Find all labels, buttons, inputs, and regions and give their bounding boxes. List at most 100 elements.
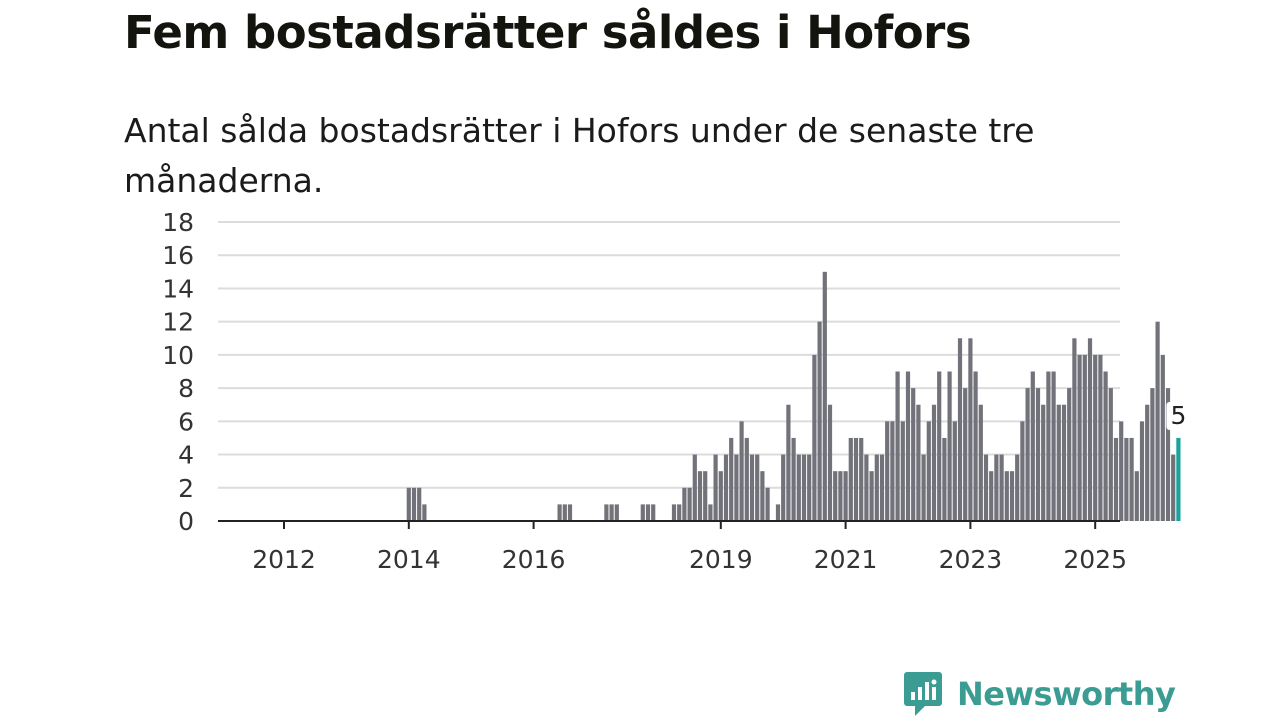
bar xyxy=(729,437,734,521)
newsworthy-logo-icon xyxy=(904,672,942,716)
y-tick-label: 6 xyxy=(178,407,194,436)
bar xyxy=(822,271,827,521)
bar xyxy=(1025,388,1030,521)
bar xyxy=(1139,421,1145,521)
bar xyxy=(1072,338,1077,521)
bar xyxy=(983,454,989,521)
bar xyxy=(963,388,968,521)
bar xyxy=(905,371,911,521)
bar xyxy=(801,454,807,521)
x-tick-label: 2025 xyxy=(1063,545,1127,574)
data-label-latest: 5 xyxy=(1170,401,1186,430)
bar xyxy=(1020,421,1025,521)
x-axis: 2012 2014 2016 2019 2021 2023 2025 xyxy=(218,520,1127,574)
bar xyxy=(1015,454,1020,521)
bar xyxy=(1046,371,1051,521)
bar xyxy=(775,504,781,521)
bar xyxy=(1155,321,1160,521)
y-tick-label: 12 xyxy=(162,308,194,337)
bar xyxy=(604,504,609,521)
bar xyxy=(911,388,916,521)
data-labels: 5 xyxy=(1166,401,1191,430)
bar xyxy=(1129,437,1134,521)
bar xyxy=(682,487,687,521)
bar xyxy=(760,471,765,521)
bar xyxy=(1150,388,1155,521)
bar xyxy=(874,454,879,521)
newsworthy-logo[interactable]: Newsworthy xyxy=(903,670,1176,718)
bar xyxy=(812,354,817,521)
bar xyxy=(859,437,864,521)
bar xyxy=(765,487,770,521)
bar xyxy=(677,504,682,521)
bar xyxy=(1165,388,1171,521)
bar xyxy=(916,404,921,521)
bar xyxy=(739,421,744,521)
bar xyxy=(796,454,801,521)
bar xyxy=(708,504,713,521)
bar xyxy=(885,421,890,521)
chart-subtitle: Antal sålda bostadsrätter i Hofors under… xyxy=(124,111,1035,200)
y-tick-label: 14 xyxy=(162,274,194,303)
bar xyxy=(890,421,895,521)
bar xyxy=(1113,437,1119,521)
y-tick-label: 4 xyxy=(178,441,194,470)
bar xyxy=(703,471,708,521)
bar xyxy=(640,504,645,521)
bar xyxy=(853,437,859,521)
x-tick-label: 2016 xyxy=(502,545,566,574)
y-axis-ticks: 0 2 4 6 8 10 12 14 16 18 xyxy=(162,208,194,536)
bar xyxy=(827,404,833,521)
bar xyxy=(755,454,760,521)
bar xyxy=(562,504,567,521)
y-tick-label: 0 xyxy=(178,507,194,536)
bar xyxy=(417,487,422,521)
bar xyxy=(406,487,411,521)
bar xyxy=(900,421,905,521)
bar xyxy=(749,454,755,521)
bar xyxy=(692,454,697,521)
bar xyxy=(645,504,651,521)
bar xyxy=(744,437,749,521)
x-tick-label: 2019 xyxy=(689,545,753,574)
bar xyxy=(614,504,619,521)
bar xyxy=(994,454,999,521)
bar xyxy=(422,504,427,521)
bar xyxy=(1103,371,1108,521)
bar xyxy=(942,437,947,521)
bar xyxy=(1004,471,1009,521)
bar xyxy=(651,504,656,521)
x-tick-label: 2012 xyxy=(252,545,316,574)
bar xyxy=(895,371,900,521)
bar xyxy=(723,454,729,521)
bar xyxy=(697,471,703,521)
bar xyxy=(937,371,942,521)
y-tick-label: 2 xyxy=(178,474,194,503)
bar xyxy=(1041,404,1046,521)
bar xyxy=(781,454,786,521)
bar xyxy=(957,338,963,521)
bar xyxy=(1119,421,1124,521)
bar xyxy=(567,504,573,521)
bar xyxy=(926,421,931,521)
bar xyxy=(1160,354,1165,521)
bar xyxy=(947,371,952,521)
bar xyxy=(843,471,848,521)
bar xyxy=(989,471,994,521)
x-tick-label: 2021 xyxy=(814,545,878,574)
bar xyxy=(999,454,1004,521)
x-tick-label: 2014 xyxy=(377,545,441,574)
y-tick-label: 18 xyxy=(162,208,194,237)
bar xyxy=(734,454,739,521)
bar xyxy=(973,371,978,521)
y-tick-label: 10 xyxy=(162,341,194,370)
bar xyxy=(718,471,723,521)
bar xyxy=(687,487,692,521)
bar xyxy=(931,404,937,521)
bar xyxy=(1134,471,1139,521)
bar xyxy=(1082,354,1087,521)
bar xyxy=(1056,404,1061,521)
bar xyxy=(921,454,926,521)
bar xyxy=(952,421,957,521)
